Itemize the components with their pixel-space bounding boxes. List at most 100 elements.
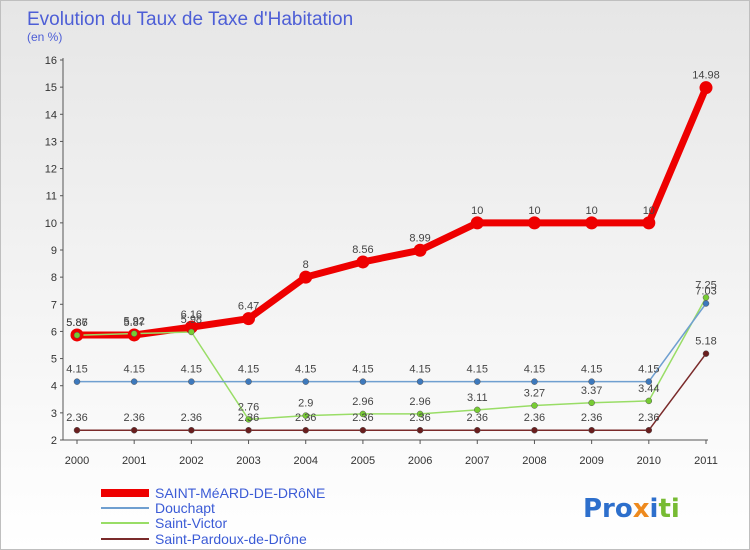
x-tick-label: 2009 xyxy=(579,455,603,467)
series-line-saint-victor xyxy=(76,297,707,421)
data-point-saint-meard-de-drone xyxy=(413,243,427,257)
data-point-douchapt xyxy=(702,300,710,307)
data-point-saint-pardoux-de-drone xyxy=(73,426,81,434)
data-label-saint-pardoux-de-drone: 2.36 xyxy=(638,412,659,424)
legend: SAINT-MéARD-DE-DRôNEDouchaptSaint-Victor… xyxy=(101,485,325,547)
data-label-douchapt: 4.15 xyxy=(638,364,659,376)
data-label-saint-victor: 2.76 xyxy=(238,401,259,413)
data-point-saint-meard-de-drone xyxy=(642,216,656,230)
y-tick-label: 7 xyxy=(51,299,57,311)
data-label-douchapt: 4.15 xyxy=(581,364,602,376)
series-labels: 5.87 5.87 6.16 6.47 8 8.56 8.99 10 10 10 10 14.98 4.… xyxy=(66,70,719,425)
legend-label-saint-meard-de-drone: SAINT-MéARD-DE-DRôNE xyxy=(155,485,325,501)
data-point-saint-pardoux-de-drone xyxy=(531,426,538,434)
x-tick-label: 2008 xyxy=(522,455,546,467)
y-tick-label: 8 xyxy=(51,272,57,284)
data-point-saint-pardoux-de-drone xyxy=(130,426,138,434)
x-tick-label: 2007 xyxy=(465,455,489,467)
x-tick-label: 2004 xyxy=(293,455,317,467)
data-label-saint-victor: 2.96 xyxy=(352,396,373,408)
data-point-saint-victor xyxy=(188,328,195,336)
data-label-saint-meard-de-drone: 10 xyxy=(586,205,598,217)
legend-label-saint-victor: Saint-Victor xyxy=(155,515,227,531)
data-point-saint-victor xyxy=(245,416,252,423)
y-tick-label: 5 xyxy=(51,354,57,366)
y-tick-label: 3 xyxy=(51,408,57,420)
y-tick-label: 11 xyxy=(46,191,57,203)
data-point-saint-meard-de-drone xyxy=(470,216,484,230)
data-label-saint-victor: 5.98 xyxy=(181,314,202,326)
data-label-saint-victor: 3.44 xyxy=(638,383,659,395)
y-tick-label: 16 xyxy=(45,55,57,67)
data-label-saint-victor: 7.25 xyxy=(695,280,716,292)
data-point-douchapt xyxy=(73,378,81,385)
data-label-douchapt: 7.03 xyxy=(695,285,716,297)
data-point-saint-meard-de-drone xyxy=(299,270,313,284)
data-label-douchapt: 4.15 xyxy=(66,364,87,376)
data-label-saint-pardoux-de-drone: 2.36 xyxy=(295,412,316,424)
data-point-saint-pardoux-de-drone xyxy=(588,426,595,434)
data-label-douchapt: 4.15 xyxy=(524,364,545,376)
data-label-saint-pardoux-de-drone: 2.36 xyxy=(238,412,259,424)
y-tick-label: 2 xyxy=(51,435,57,447)
y-tick-label: 14 xyxy=(45,109,57,121)
data-point-saint-pardoux-de-drone xyxy=(302,426,309,434)
data-point-saint-meard-de-drone xyxy=(527,216,541,230)
data-label-douchapt: 4.15 xyxy=(467,364,488,376)
data-point-saint-victor xyxy=(416,410,424,418)
data-label-saint-victor: 2.9 xyxy=(298,398,313,410)
data-label-saint-meard-de-drone: 10 xyxy=(528,205,540,217)
data-point-saint-victor xyxy=(531,402,538,409)
data-label-douchapt: 4.15 xyxy=(295,364,316,376)
data-point-saint-victor xyxy=(359,410,367,418)
data-label-saint-pardoux-de-drone: 2.36 xyxy=(524,412,545,424)
series-line-douchapt xyxy=(77,303,707,383)
y-tick-label: 13 xyxy=(45,136,57,148)
y-tick-label: 9 xyxy=(51,245,57,257)
x-tick-label: 2003 xyxy=(236,455,260,467)
data-point-douchapt xyxy=(416,378,424,385)
data-label-saint-meard-de-drone: 8 xyxy=(303,259,309,271)
data-label-saint-pardoux-de-drone: 2.36 xyxy=(467,412,488,424)
proxiti-logo: Proxiti xyxy=(583,494,680,524)
data-label-saint-pardoux-de-drone: 2.36 xyxy=(66,412,87,424)
y-tick-label: 4 xyxy=(51,381,57,393)
data-point-douchapt xyxy=(130,378,138,385)
data-point-saint-pardoux-de-drone xyxy=(416,426,424,434)
x-ticks: 2000 2001 2002 2003 2004 2005 2006 2007 2008 2009… xyxy=(65,440,718,467)
data-point-saint-victor xyxy=(645,397,653,405)
data-label-douchapt: 4.15 xyxy=(123,364,144,376)
data-label-saint-meard-de-drone: 6.16 xyxy=(181,309,202,321)
data-label-saint-meard-de-drone: 10 xyxy=(471,205,483,217)
data-point-douchapt xyxy=(359,378,367,385)
data-label-saint-meard-de-drone: 10 xyxy=(643,205,655,217)
data-label-douchapt: 4.15 xyxy=(238,364,259,376)
data-label-saint-meard-de-drone: 14.98 xyxy=(692,70,720,82)
data-point-saint-pardoux-de-drone xyxy=(474,426,481,434)
chart-title: Evolution du Taux de Taxe d'Habitation xyxy=(27,9,353,30)
y-ticks: 2 3 4 5 6 7 8 9 10 11 12 13 14 15 16 xyxy=(45,55,63,447)
data-point-douchapt xyxy=(188,378,195,385)
axes xyxy=(62,58,708,441)
data-point-douchapt xyxy=(531,378,538,385)
data-label-saint-pardoux-de-drone: 2.36 xyxy=(181,412,202,424)
y-tick-label: 15 xyxy=(45,82,57,94)
y-tick-label: 10 xyxy=(45,218,57,230)
series-lines xyxy=(76,86,710,431)
data-label-saint-victor: 2.96 xyxy=(409,396,430,408)
x-tick-label: 2006 xyxy=(408,455,432,467)
data-point-saint-pardoux-de-drone xyxy=(188,426,195,434)
data-label-saint-pardoux-de-drone: 2.36 xyxy=(123,412,144,424)
data-point-douchapt xyxy=(645,378,653,385)
data-label-saint-pardoux-de-drone: 2.36 xyxy=(352,412,373,424)
data-point-saint-meard-de-drone xyxy=(585,216,599,230)
data-point-saint-victor xyxy=(73,331,81,339)
data-label-douchapt: 4.15 xyxy=(352,364,373,376)
data-label-saint-meard-de-drone: 8.56 xyxy=(352,244,373,256)
data-point-saint-pardoux-de-drone xyxy=(245,426,252,434)
x-tick-label: 2002 xyxy=(179,455,203,467)
data-label-saint-pardoux-de-drone: 5.18 xyxy=(695,336,716,348)
data-label-saint-meard-de-drone: 5.87 xyxy=(66,317,87,329)
